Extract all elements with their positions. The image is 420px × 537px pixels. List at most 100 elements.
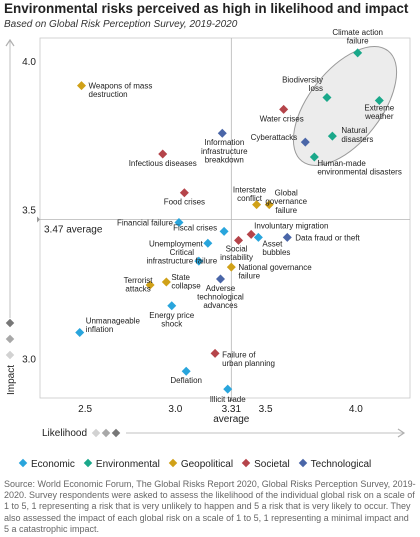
x-axis-label: Likelihood (42, 428, 87, 439)
point-illicit-trade (223, 384, 233, 394)
legend-item-technological: Technological (298, 458, 372, 470)
point-weapons-of-mass-destruction (77, 81, 87, 91)
point-food-crises (179, 188, 189, 198)
legend-label: Technological (310, 459, 372, 470)
point-label-food-crises: Food crises (164, 198, 205, 207)
point-label-adverse-technological-advances: Adverse technological advances (197, 284, 244, 310)
x-axis-marker-1 (91, 428, 101, 438)
x-axis-arrow (397, 428, 406, 438)
point-deflation (181, 366, 191, 376)
chart-subtitle: Based on Global Risk Perception Survey, … (4, 19, 238, 30)
point-label-terrorist-attacks: Terrorist attacks (124, 276, 154, 294)
point-national-governance-failure (226, 262, 236, 272)
point-unemployment (203, 238, 213, 248)
point-fiscal-crises (219, 226, 229, 236)
scatter-chart: 3.47 average average Impact Likelihood 2.5 3… (5, 28, 411, 439)
source-note: Source: World Economic Forum, The Global… (4, 479, 416, 534)
point-label-asset-bubbles: Asset bubbles (262, 239, 290, 257)
legend-marker-economic (18, 458, 28, 468)
point-unmanageable-inflation (75, 328, 85, 338)
x-tick-label: 3.0 (168, 404, 182, 415)
point-label-natural-disasters: Natural disasters (341, 126, 373, 144)
point-label-state-collapse: State collapse (171, 273, 201, 291)
x-axis-marker-3 (111, 428, 121, 438)
plot-frame (39, 37, 411, 399)
x-tick-label: 3.5 (259, 404, 273, 415)
point-adverse-technological-advances (215, 274, 225, 284)
y-tick-label: 3.5 (22, 206, 36, 217)
highlight-ellipse (292, 46, 398, 166)
legend-marker-environmental (83, 458, 93, 468)
y-axis-label: Impact (6, 365, 17, 395)
point-label-failure-of-urban-planning: Failure of urban planning (222, 350, 275, 368)
point-biodiversity-loss (322, 93, 332, 103)
point-label-information-infrastructure-breakdown: Information infrastructure breakdown (201, 138, 248, 164)
point-label-interstate-conflict: Interstate conflict (233, 186, 267, 204)
point-data-fraud-or-theft (282, 232, 292, 242)
legend-marker-geopolitical (168, 458, 178, 468)
point-label-involuntary-migration: Involuntary migration (254, 221, 328, 230)
point-label-infectious-diseases: Infectious diseases (129, 159, 197, 168)
y-axis-marker-3 (5, 350, 15, 360)
point-label-fiscal-crises: Fiscal crises (173, 223, 217, 232)
point-natural-disasters (327, 131, 337, 141)
point-label-illicit-trade: Illicit trade (210, 395, 247, 404)
point-state-collapse (161, 277, 171, 287)
point-energy-price-shock (167, 301, 177, 311)
y-axis-marker-1 (5, 318, 15, 328)
point-global-governance-failure (264, 200, 274, 210)
point-label-national-governance-failure: National governance failure (238, 263, 312, 281)
point-label-climate-action-failure: Climate action failure (332, 28, 383, 46)
point-failure-of-urban-planning (210, 348, 220, 358)
legend-label: Economic (31, 459, 75, 470)
x-tick-label: 2.5 (78, 404, 92, 415)
point-label-deflation: Deflation (170, 376, 202, 385)
point-label-weapons-of-mass-destruction: Weapons of mass destruction (89, 82, 153, 100)
point-extreme-weather (374, 95, 384, 105)
legend-marker-technological (298, 458, 307, 468)
legend: Economic Environmental Geopolitical Societa… (18, 458, 381, 470)
point-cyberattacks (300, 137, 310, 147)
point-label-biodiversity-loss: Biodiversity loss (282, 76, 323, 94)
point-critical-infrastructure-failure (194, 256, 204, 266)
legend-label: Environmental (95, 459, 160, 470)
point-human-made-environmental-disasters (309, 152, 319, 162)
point-label-cyberattacks: Cyberattacks (251, 133, 298, 142)
y-tick-label: 4.0 (22, 57, 36, 68)
x-tick-label: 4.0 (349, 404, 363, 415)
legend-marker-societal (241, 458, 251, 468)
point-climate-action-failure (353, 48, 363, 58)
y-axis-marker-2 (5, 334, 15, 344)
point-label-unmanageable-inflation: Unmanageable inflation (86, 317, 141, 335)
x-axis-marker-2 (101, 428, 111, 438)
point-label-critical-infrastructure-failure: Critical infrastructure failure (146, 248, 217, 266)
point-label-social-instability: Social instability (220, 244, 253, 262)
x-tick-label: 3.31 (222, 404, 242, 415)
average-x-label: average (213, 414, 250, 425)
point-infectious-diseases (158, 149, 168, 159)
point-terrorist-attacks (145, 280, 155, 290)
y-axis-arrow (5, 38, 15, 47)
average-y-arrow (37, 216, 40, 223)
legend-item-societal: Societal (241, 458, 290, 470)
point-information-infrastructure-breakdown (217, 128, 227, 138)
point-asset-bubbles (253, 232, 263, 242)
legend-item-environmental: Environmental (83, 458, 160, 470)
point-label-water-crises: Water crises (260, 114, 304, 123)
average-y-label: 3.47 average (44, 224, 103, 235)
y-tick-label: 3.0 (22, 354, 36, 365)
point-label-extreme-weather: Extreme weather (364, 103, 395, 121)
legend-label: Societal (254, 459, 290, 470)
legend-item-geopolitical: Geopolitical (168, 458, 234, 470)
point-social-instability (234, 235, 244, 245)
point-water-crises (279, 104, 289, 114)
point-involuntary-migration (246, 229, 256, 239)
legend-item-economic: Economic (18, 458, 75, 470)
average-x-arrow (228, 398, 235, 401)
point-label-energy-price-shock: Energy price shock (149, 311, 194, 329)
legend-label: Geopolitical (180, 459, 234, 470)
point-label-data-fraud-or-theft: Data fraud or theft (295, 233, 360, 242)
chart-title: Environmental risks perceived as high in… (4, 1, 409, 16)
point-financial-failure (174, 217, 184, 227)
point-label-financial-failure: Financial failure (117, 218, 174, 227)
